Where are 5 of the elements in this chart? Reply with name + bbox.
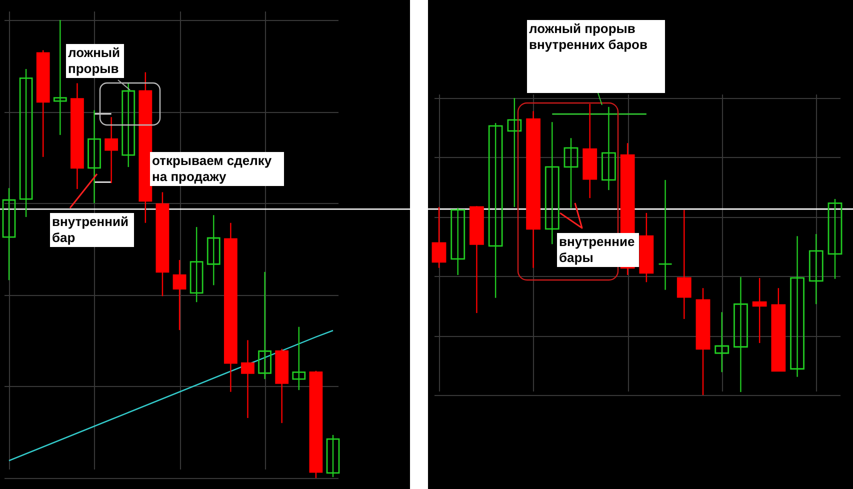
annotation: внутренние бары [557,233,639,267]
annotation: открываем сделку на продажу [150,152,284,186]
annotation: внутренний бар [50,213,134,247]
text: ложный прорыв внутренних баров [527,20,665,93]
annotation: ложный прорыв [66,44,124,78]
